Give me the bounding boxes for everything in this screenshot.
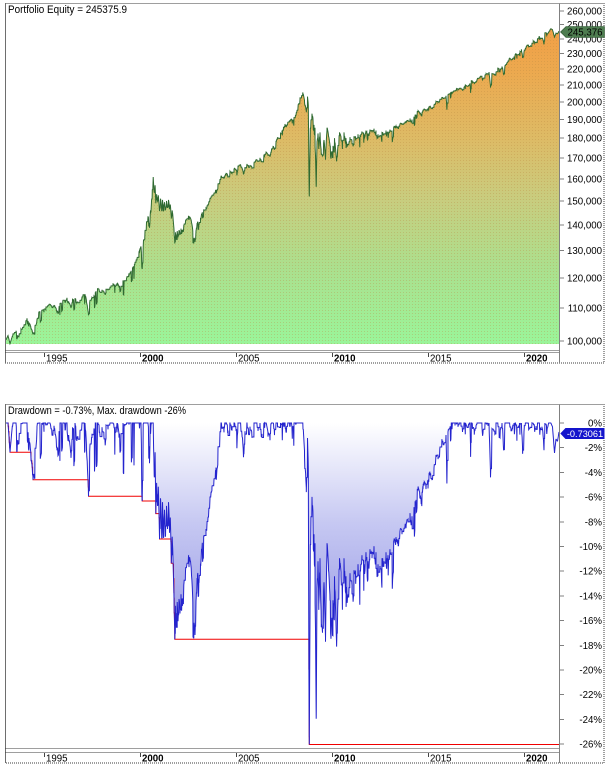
svg-text:260,000: 260,000 [567, 7, 603, 18]
svg-text:2015: 2015 [430, 754, 452, 765]
svg-text:2020: 2020 [526, 754, 548, 765]
svg-text:110,000: 110,000 [568, 304, 603, 315]
svg-text:100,000: 100,000 [567, 337, 603, 348]
svg-text:1995: 1995 [46, 754, 68, 765]
svg-text:250,000: 250,000 [567, 20, 603, 31]
svg-text:-6%: -6% [585, 493, 603, 504]
svg-text:220,000: 220,000 [567, 64, 603, 75]
svg-text:2005: 2005 [238, 754, 260, 765]
svg-text:130,000: 130,000 [567, 246, 603, 257]
svg-text:2020: 2020 [526, 354, 548, 365]
svg-text:Drawdown = -0.73%, Max. drawdo: Drawdown = -0.73%, Max. drawdown -26% [8, 405, 186, 417]
svg-text:-8%: -8% [585, 517, 603, 528]
svg-text:245,376: 245,376 [567, 28, 602, 39]
svg-text:-14%: -14% [579, 591, 602, 602]
svg-text:-20%: -20% [579, 666, 602, 677]
svg-text:Portfolio Equity = 245375.9: Portfolio Equity = 245375.9 [8, 4, 127, 16]
svg-text:1995: 1995 [46, 354, 68, 365]
svg-text:-24%: -24% [579, 715, 602, 726]
svg-text:190,000: 190,000 [567, 115, 603, 126]
svg-text:2015: 2015 [430, 354, 452, 365]
svg-text:-22%: -22% [579, 690, 602, 701]
svg-text:-26%: -26% [579, 740, 602, 751]
svg-text:-10%: -10% [579, 542, 602, 553]
svg-text:160,000: 160,000 [567, 174, 603, 185]
svg-text:230,000: 230,000 [567, 49, 603, 60]
svg-text:200,000: 200,000 [567, 97, 603, 108]
svg-text:2005: 2005 [238, 354, 260, 365]
svg-text:-0.73061: -0.73061 [567, 429, 603, 439]
svg-text:150,000: 150,000 [567, 197, 603, 208]
svg-text:-4%: -4% [585, 468, 603, 479]
svg-text:240,000: 240,000 [567, 34, 603, 45]
svg-text:140,000: 140,000 [567, 220, 603, 231]
svg-text:210,000: 210,000 [567, 80, 603, 91]
svg-text:2010: 2010 [334, 754, 356, 765]
svg-text:0%: 0% [588, 419, 602, 430]
svg-text:-12%: -12% [579, 567, 602, 578]
svg-text:180,000: 180,000 [567, 134, 603, 145]
svg-text:2010: 2010 [334, 354, 356, 365]
svg-text:-2%: -2% [585, 443, 603, 454]
svg-text:2000: 2000 [142, 754, 164, 765]
svg-text:120,000: 120,000 [567, 274, 603, 285]
svg-text:170,000: 170,000 [567, 153, 603, 164]
svg-text:-16%: -16% [579, 616, 602, 627]
svg-text:-18%: -18% [579, 641, 602, 652]
svg-text:2000: 2000 [142, 354, 164, 365]
